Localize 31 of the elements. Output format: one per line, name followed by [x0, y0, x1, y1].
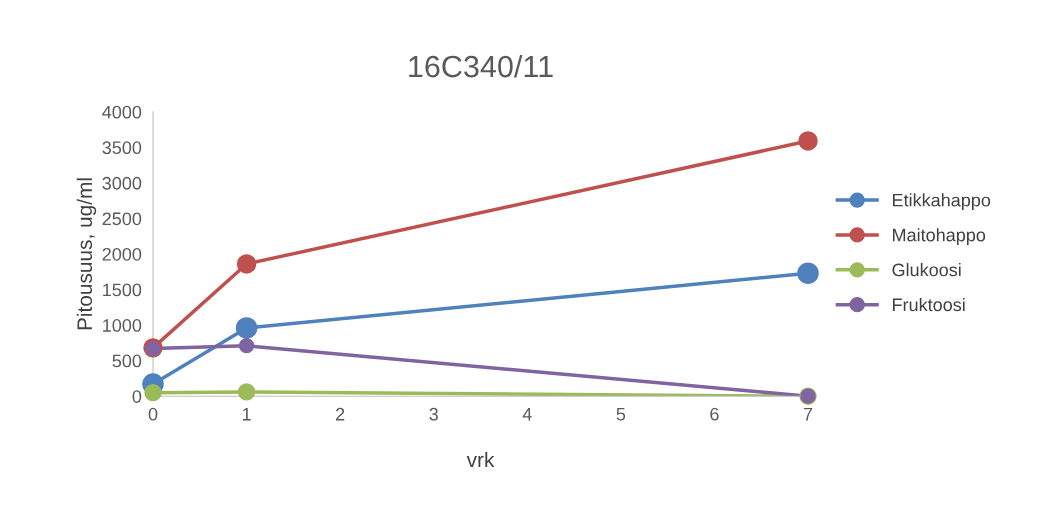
point [144, 383, 162, 402]
y-tick-label: 1500 [103, 283, 142, 297]
x-tick-label: 0 [148, 407, 158, 421]
x-axis-title: vrk [466, 451, 495, 468]
legend-label: Maitohappo [893, 228, 986, 245]
y-tick-label: 2000 [102, 247, 142, 261]
x-tick-label: 5 [616, 407, 626, 421]
legend-label: Glukoosi [892, 263, 961, 277]
x-tick-label: 6 [710, 407, 719, 421]
point [236, 254, 257, 274]
legend-label: Fruktoosi [893, 297, 965, 312]
x-tick-label: 2 [336, 407, 345, 421]
y-tick-label: 0 [132, 390, 142, 403]
y-tick-label: 500 [112, 354, 142, 368]
x-tick-label: 3 [429, 407, 438, 421]
y-tick-label: 3500 [102, 141, 142, 155]
y-tick-label: 3000 [102, 176, 142, 190]
x-tick-label: 1 [242, 407, 251, 421]
x-tick-label: 4 [522, 407, 532, 421]
y-tick-label: 1000 [103, 319, 142, 332]
point [237, 383, 256, 401]
point [797, 262, 819, 284]
legend-label: Etikkahappo [893, 193, 991, 211]
y-axis-title: Pitousuus, ug/ml [76, 178, 97, 330]
point [238, 338, 255, 354]
x-tick-label: 7 [803, 407, 813, 421]
y-tick-label: 2500 [102, 212, 142, 226]
point [235, 317, 258, 339]
point [798, 131, 818, 151]
chart-title: 16C340/11 [409, 54, 553, 78]
y-tick-label: 4000 [102, 105, 142, 119]
